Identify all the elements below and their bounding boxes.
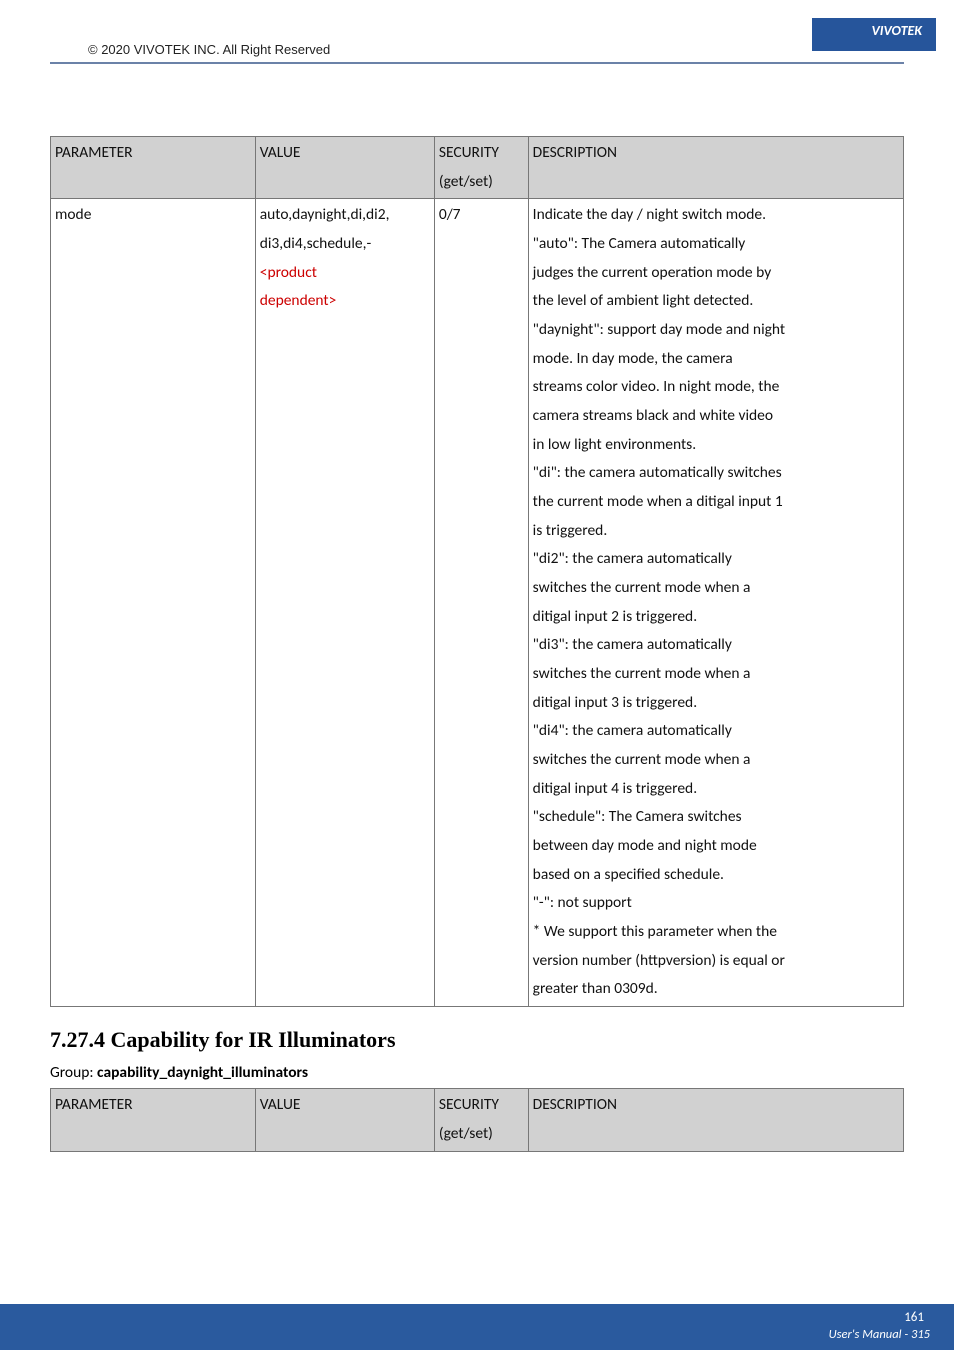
cell-parameter: mode (51, 199, 256, 1007)
value-line-red: <product (260, 263, 317, 282)
group-name: capability_daynight_illuminators (97, 1063, 308, 1082)
cell-value: auto,daynight,di,di2, di3,di4,schedule,-… (255, 199, 434, 1007)
content-area: PARAMETER VALUE SECURITY (get/set) DESCR… (0, 60, 954, 1152)
value-line-red: dependent> (260, 291, 337, 310)
page-header: VIVOTEK © 2020 VIVOTEK INC. All Right Re… (0, 0, 954, 60)
col-header-description: DESCRIPTION (528, 137, 903, 199)
table-header-row: PARAMETER VALUE SECURITY (get/set) DESCR… (51, 137, 904, 199)
col-header-description: DESCRIPTION (528, 1089, 903, 1151)
parameter-table-main: PARAMETER VALUE SECURITY (get/set) DESCR… (50, 136, 904, 1007)
page-number: 161 (0, 1310, 930, 1325)
security-sublabel: (get/set) (439, 172, 493, 191)
table-row: mode auto,daynight,di,di2, di3,di4,sched… (51, 199, 904, 1007)
col-header-parameter: PARAMETER (51, 1089, 256, 1151)
table-header-row: PARAMETER VALUE SECURITY (get/set) DESCR… (51, 1089, 904, 1151)
col-header-security: SECURITY (get/set) (434, 137, 528, 199)
col-header-value: VALUE (255, 137, 434, 199)
col-header-parameter: PARAMETER (51, 137, 256, 199)
page-footer: 161 User's Manual - 315 (0, 1304, 954, 1350)
col-header-value: VALUE (255, 1089, 434, 1151)
value-line: di3,di4,schedule,- (260, 234, 372, 253)
security-label: SECURITY (439, 143, 499, 162)
cell-security: 0/7 (434, 199, 528, 1007)
header-underline (50, 62, 904, 64)
col-header-security: SECURITY (get/set) (434, 1089, 528, 1151)
copyright-text: © 2020 VIVOTEK INC. All Right Reserved (88, 42, 330, 57)
security-label: SECURITY (439, 1095, 499, 1114)
value-line: auto,daynight,di,di2, (260, 205, 390, 224)
security-sublabel: (get/set) (439, 1124, 493, 1143)
group-label: Group: capability_daynight_illuminators (50, 1063, 904, 1082)
section-heading: 7.27.4 Capability for IR Illuminators (50, 1027, 904, 1053)
page: VIVOTEK © 2020 VIVOTEK INC. All Right Re… (0, 0, 954, 1350)
cell-description: Indicate the day / night switch mode."au… (528, 199, 903, 1007)
brand-label: VIVOTEK (812, 18, 937, 51)
parameter-table-illuminators: PARAMETER VALUE SECURITY (get/set) DESCR… (50, 1088, 904, 1151)
manual-label: User's Manual - 315 (829, 1327, 930, 1342)
group-prefix: Group: (50, 1063, 97, 1082)
